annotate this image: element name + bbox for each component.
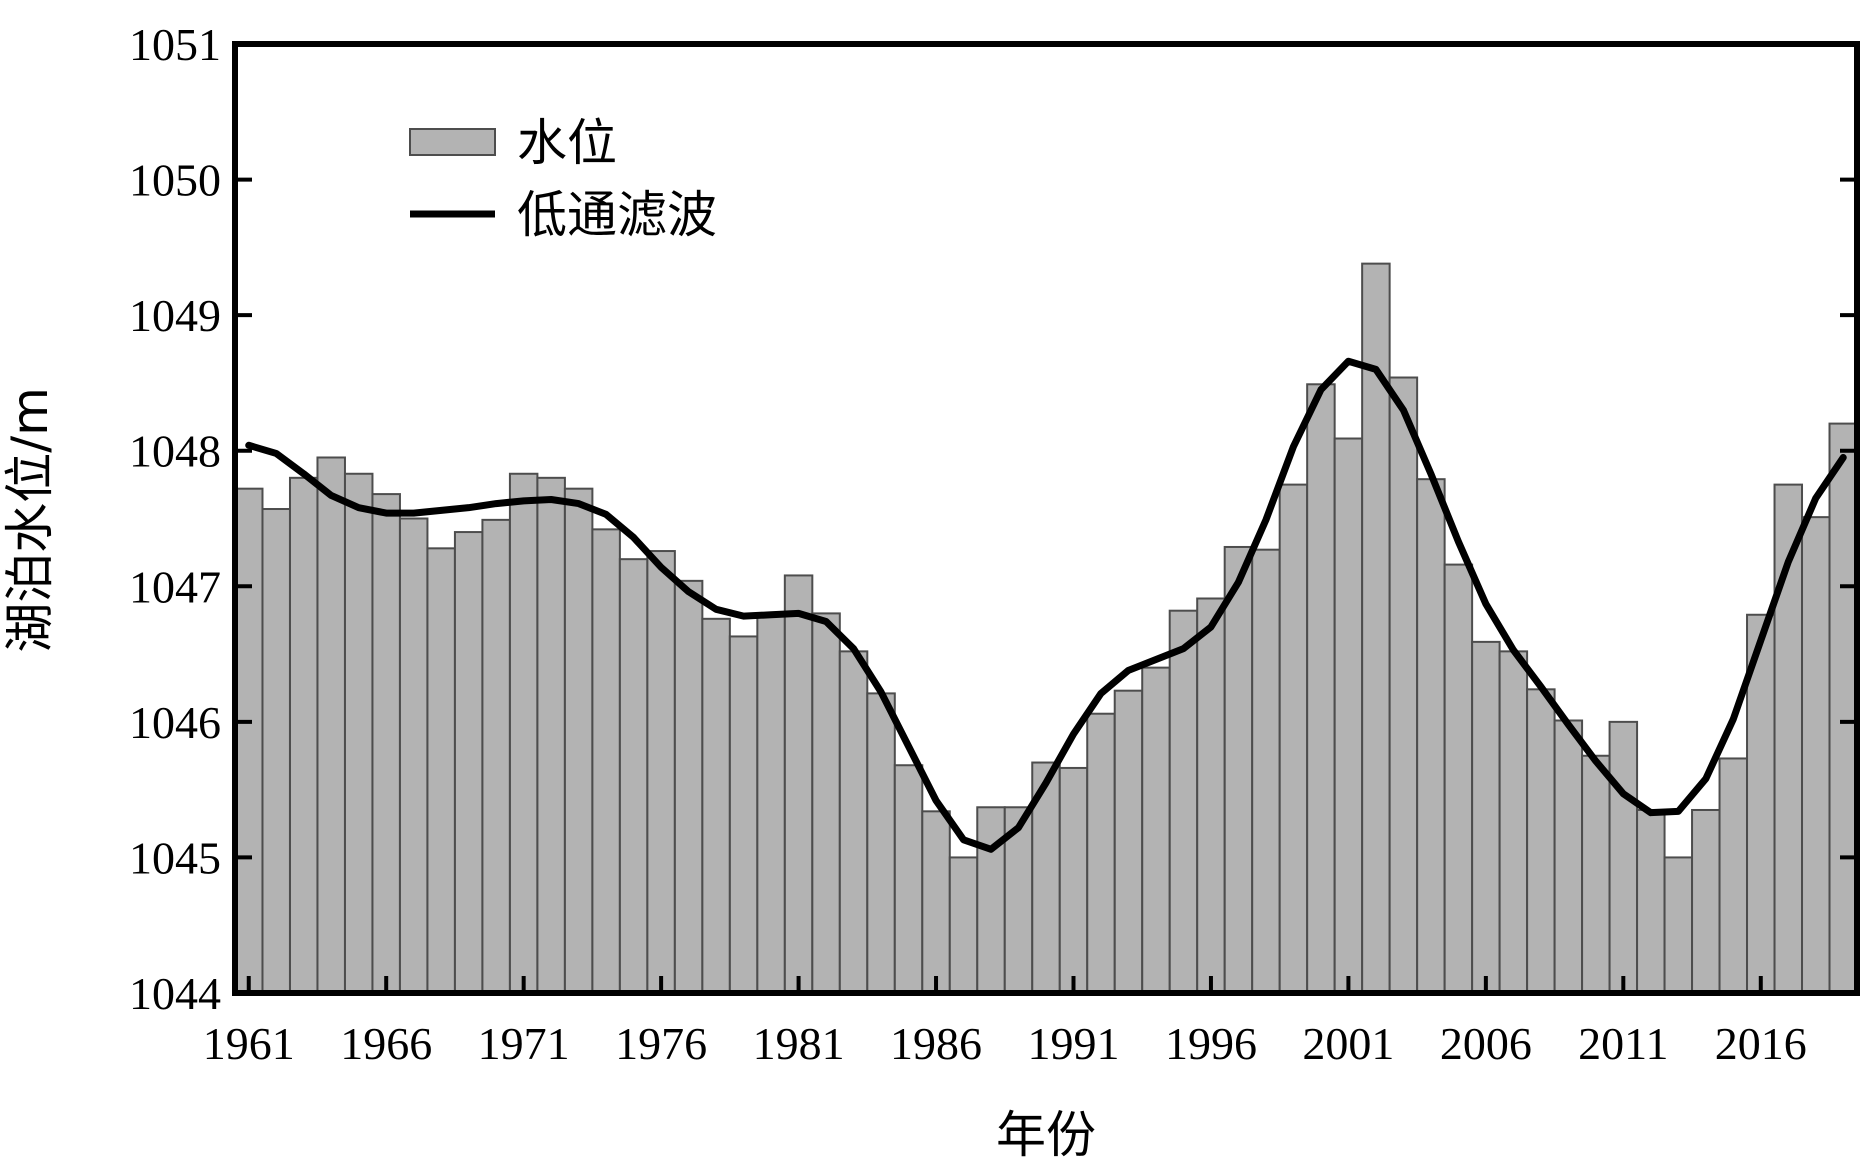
bar-2003 <box>1388 376 1419 994</box>
bar-2009 <box>1553 719 1584 994</box>
bar-2006 <box>1471 640 1501 994</box>
y-tick-label-1044: 1044 <box>129 968 221 1019</box>
y-tick-label-1050: 1050 <box>129 155 221 206</box>
bar-1987 <box>948 856 979 994</box>
x-tick-label-1971: 1971 <box>478 1018 570 1069</box>
bar-2012 <box>1636 808 1666 994</box>
bar-2000 <box>1306 383 1336 994</box>
bar-1967 <box>398 517 429 994</box>
bar-1965 <box>343 472 374 994</box>
bar-1993 <box>1113 689 1144 994</box>
bar-2015 <box>1718 757 1749 995</box>
bar-1980 <box>756 613 786 994</box>
y-tick-label-1046: 1046 <box>129 697 221 748</box>
bar-2005 <box>1443 563 1474 995</box>
bar-2013 <box>1663 856 1694 994</box>
bar-2010 <box>1581 754 1611 994</box>
line-layer <box>245 357 1847 853</box>
x-tick-label-1961: 1961 <box>203 1018 295 1069</box>
x-tick-label-1986: 1986 <box>890 1018 982 1069</box>
bar-2014 <box>1691 808 1721 994</box>
y-axis-title: 湖泊水位/m <box>1 387 59 653</box>
x-tick-labels: 1961 1966 1971 1976 1981 1986 1991 1996 2001 2006… <box>203 1018 1807 1069</box>
bar-1966 <box>371 493 401 994</box>
y-tick-label-1049: 1049 <box>129 290 221 341</box>
bar-1972 <box>536 476 566 994</box>
bar-2019 <box>1828 422 1859 995</box>
x-tick-label-1981: 1981 <box>753 1018 845 1069</box>
bars-layer <box>234 262 1859 995</box>
legend-swatch-bar <box>409 128 496 156</box>
bar-1963 <box>288 476 319 994</box>
bar-2004 <box>1416 478 1446 994</box>
bar-1978 <box>701 617 731 994</box>
x-tick-label-1996: 1996 <box>1165 1018 1257 1069</box>
bar-1988 <box>976 806 1006 995</box>
y-tick-label-1051: 1051 <box>129 19 221 70</box>
bar-1996 <box>1196 597 1226 994</box>
bar-1964 <box>316 456 346 994</box>
x-tick-label-2011: 2011 <box>1578 1018 1668 1069</box>
legend-label-bar: 水位 <box>517 114 617 172</box>
y-tick-label-1047: 1047 <box>129 561 221 612</box>
bar-2008 <box>1526 688 1556 994</box>
bar-1969 <box>453 531 484 994</box>
bar-1984 <box>866 692 896 994</box>
x-tick-label-1976: 1976 <box>615 1018 707 1069</box>
bar-2011 <box>1608 720 1639 994</box>
bar-1983 <box>838 650 869 994</box>
bar-2018 <box>1801 516 1831 994</box>
bar-1999 <box>1278 483 1309 994</box>
legend: 水位 低通滤波 <box>409 114 717 244</box>
bar-1994 <box>1141 666 1171 994</box>
bar-1995 <box>1168 609 1199 994</box>
bar-1979 <box>728 635 759 994</box>
bar-1962 <box>261 508 291 994</box>
legend-label-line: 低通滤波 <box>517 186 717 244</box>
bar-1973 <box>563 487 594 994</box>
x-tick-label-1966: 1966 <box>340 1018 432 1069</box>
bar-1975 <box>618 558 649 994</box>
y-tick-label-1048: 1048 <box>129 426 221 477</box>
bar-1961 <box>234 487 264 994</box>
bar-1976 <box>646 550 676 994</box>
plot-frame <box>232 41 1860 996</box>
bar-2007 <box>1498 650 1529 994</box>
bar-1998 <box>1251 548 1281 994</box>
bar-2001 <box>1333 437 1364 994</box>
bar-1977 <box>673 579 704 994</box>
bar-1991 <box>1058 766 1089 995</box>
bar-1992 <box>1086 712 1116 994</box>
bar-1968 <box>426 547 456 995</box>
x-tick-label-2016: 2016 <box>1715 1018 1807 1069</box>
ticks-layer <box>235 42 1857 995</box>
y-tick-labels: 1044 1045 1046 1047 1048 1049 1050 1051 <box>129 19 221 1019</box>
bar-1974 <box>591 528 621 994</box>
y-tick-label-1045: 1045 <box>129 832 221 883</box>
lowpass-line <box>245 357 1847 853</box>
x-tick-label-1991: 1991 <box>1027 1018 1119 1069</box>
bar-1986 <box>921 810 951 995</box>
x-tick-label-2001: 2001 <box>1302 1018 1394 1069</box>
bar-1997 <box>1223 545 1254 994</box>
bar-1970 <box>481 518 511 994</box>
x-axis-title: 年份 <box>996 1106 1096 1164</box>
bar-1985 <box>893 764 924 994</box>
bar-1981 <box>783 574 814 994</box>
bar-1982 <box>811 612 841 995</box>
x-tick-label-2006: 2006 <box>1440 1018 1532 1069</box>
bar-1971 <box>508 472 539 994</box>
